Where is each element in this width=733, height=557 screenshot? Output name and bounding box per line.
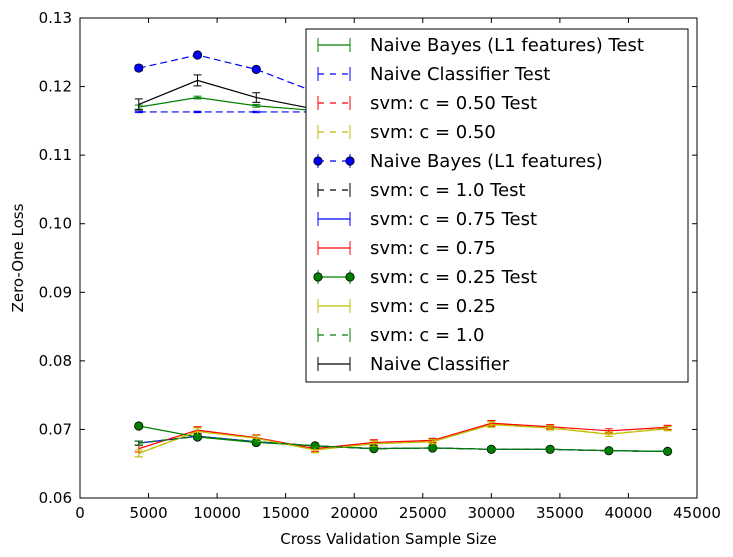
data-point bbox=[251, 64, 261, 75]
plot-frame bbox=[79, 17, 698, 499]
legend-entry: svm: c = 0.25 Test bbox=[313, 267, 537, 288]
y-tick-label: 0.07 bbox=[39, 420, 72, 438]
legend-entry: Naive Classifier bbox=[317, 354, 510, 375]
legend-label: svm: c = 0.75 bbox=[370, 238, 496, 259]
legend-label: svm: c = 1.0 bbox=[370, 325, 484, 346]
legend-label: svm: c = 0.75 Test bbox=[370, 209, 537, 230]
data-point bbox=[134, 63, 144, 73]
x-tick-label: 30000 bbox=[467, 504, 515, 522]
axis-layer: 0 5000 10000 15000 20000 25000 30000 35000 40000… bbox=[39, 9, 721, 522]
x-tick-label: 5000 bbox=[129, 504, 167, 522]
y-tick-label: 0.06 bbox=[39, 489, 72, 507]
legend-entry: svm: c = 0.25 bbox=[317, 296, 496, 317]
series-line bbox=[138, 54, 668, 112]
legend-label: svm: c = 0.25 Test bbox=[370, 267, 537, 288]
legend-marker bbox=[345, 272, 355, 282]
series-line bbox=[138, 424, 668, 454]
legend-entry: svm: c = 0.50 Test bbox=[317, 93, 537, 114]
legend-marker bbox=[313, 272, 323, 282]
legend-entry: svm: c = 0.75 bbox=[317, 238, 496, 259]
data-point bbox=[134, 421, 144, 431]
legend-entry: svm: c = 0.50 bbox=[317, 122, 496, 143]
legend-entry: Naive Bayes (L1 features) Test bbox=[317, 35, 644, 56]
legend-label: Naive Bayes (L1 features) bbox=[370, 151, 603, 172]
legend-entry: svm: c = 1.0 bbox=[317, 325, 484, 346]
legend-entry: Naive Classifier Test bbox=[317, 64, 550, 85]
legend-label: svm: c = 0.50 Test bbox=[370, 93, 537, 114]
legend-marker bbox=[345, 156, 355, 166]
x-tick-label: 25000 bbox=[399, 504, 447, 522]
legend-entry: svm: c = 0.75 Test bbox=[317, 209, 537, 230]
data-point bbox=[192, 50, 203, 60]
x-tick-label: 10000 bbox=[193, 504, 241, 522]
y-tick-label: 0.08 bbox=[39, 352, 72, 370]
y-tick-label: 0.10 bbox=[39, 215, 72, 233]
legend-frame bbox=[305, 28, 689, 383]
y-tick-label: 0.09 bbox=[39, 283, 72, 301]
y-tick-label: 0.13 bbox=[39, 9, 72, 27]
legend: Naive Bayes (L1 features) Test Naive Clas… bbox=[305, 28, 689, 383]
x-tick-label: 0 bbox=[75, 504, 85, 522]
legend-marker bbox=[313, 156, 323, 166]
series-line bbox=[138, 435, 668, 452]
y-tick-label: 0.12 bbox=[39, 78, 72, 96]
legend-entry: Naive Bayes (L1 features) bbox=[313, 151, 603, 172]
series-10 bbox=[134, 434, 672, 453]
x-axis-label: Cross Validation Sample Size bbox=[280, 530, 497, 548]
legend-label: svm: c = 0.50 bbox=[370, 122, 496, 143]
legend-entry: svm: c = 1.0 Test bbox=[317, 180, 526, 201]
y-axis-label: Zero-One Loss bbox=[9, 203, 27, 312]
x-tick-label: 45000 bbox=[673, 504, 721, 522]
series-line bbox=[138, 422, 668, 450]
legend-label: svm: c = 0.25 bbox=[370, 296, 496, 317]
legend-label: Naive Classifier bbox=[370, 354, 510, 375]
legend-label: Naive Bayes (L1 features) Test bbox=[370, 35, 644, 56]
legend-label: svm: c = 1.0 Test bbox=[370, 180, 526, 201]
x-tick-label: 35000 bbox=[536, 504, 584, 522]
y-tick-label: 0.11 bbox=[39, 146, 72, 164]
x-tick-label: 20000 bbox=[330, 504, 378, 522]
x-tick-label: 40000 bbox=[605, 504, 653, 522]
legend-label: Naive Classifier Test bbox=[370, 64, 550, 85]
x-tick-label: 15000 bbox=[262, 504, 310, 522]
